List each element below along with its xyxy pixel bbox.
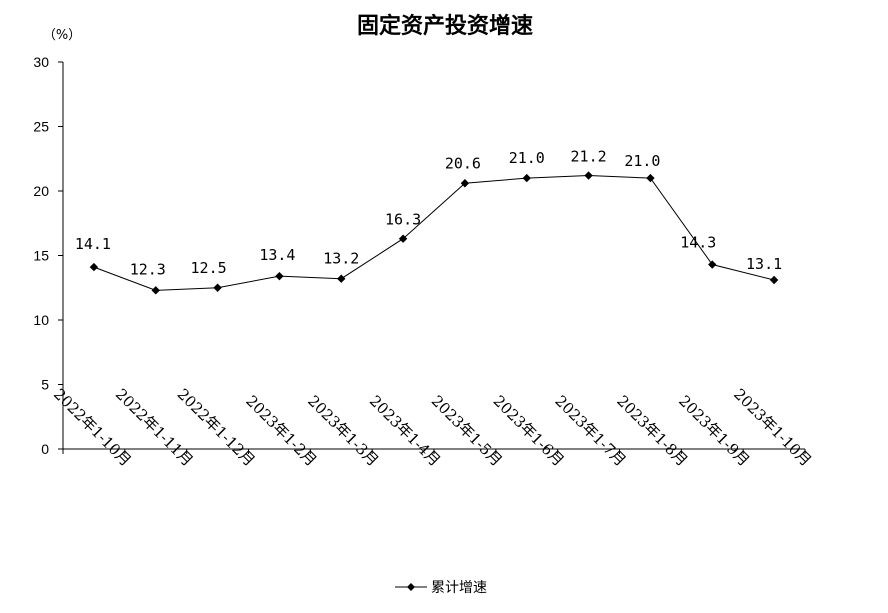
data-point-marker [708, 260, 717, 269]
y-axis-unit: （%） [43, 28, 81, 43]
data-label: 21.0 [624, 152, 660, 170]
data-point-marker [398, 234, 408, 243]
data-label: 14.3 [680, 234, 716, 252]
data-point-marker [337, 274, 346, 283]
data-point-marker [769, 275, 779, 285]
y-tick-label: 30 [33, 54, 49, 70]
data-point-marker [89, 262, 99, 272]
y-tick-label: 25 [33, 119, 49, 135]
data-point-marker [522, 173, 531, 183]
chart-title: 固定资产投资增速 [357, 13, 533, 39]
legend: 累计增速 [395, 580, 487, 596]
data-point-marker [584, 171, 593, 180]
data-point-marker [151, 286, 160, 295]
data-label: 13.4 [259, 246, 295, 264]
y-tick-label: 5 [41, 377, 49, 393]
data-label: 16.3 [385, 211, 421, 229]
y-tick-label: 15 [33, 248, 49, 264]
data-label: 13.1 [746, 255, 782, 273]
data-label: 12.5 [191, 259, 227, 277]
y-tick-label: 0 [41, 441, 49, 457]
data-label: 21.2 [571, 148, 607, 166]
data-label: 20.6 [445, 154, 481, 172]
y-tick-label: 10 [33, 312, 49, 328]
y-tick-label: 20 [33, 183, 49, 199]
legend-marker [407, 583, 415, 591]
data-label: 13.2 [323, 250, 359, 268]
series-line [93, 175, 775, 291]
data-point-marker [213, 283, 222, 292]
legend-label: 累计增速 [431, 580, 487, 596]
data-point-marker [275, 271, 284, 281]
data-label: 21.0 [509, 149, 545, 167]
data-label: 12.3 [130, 260, 166, 278]
data-label: 14.1 [75, 235, 111, 253]
series-layer: 14.1 12.3 12.5 13.4 13.2 16.3 20.6 21.0 21.2 21.0… [75, 148, 782, 295]
data-point-marker [646, 173, 655, 183]
data-point-marker [460, 179, 470, 188]
